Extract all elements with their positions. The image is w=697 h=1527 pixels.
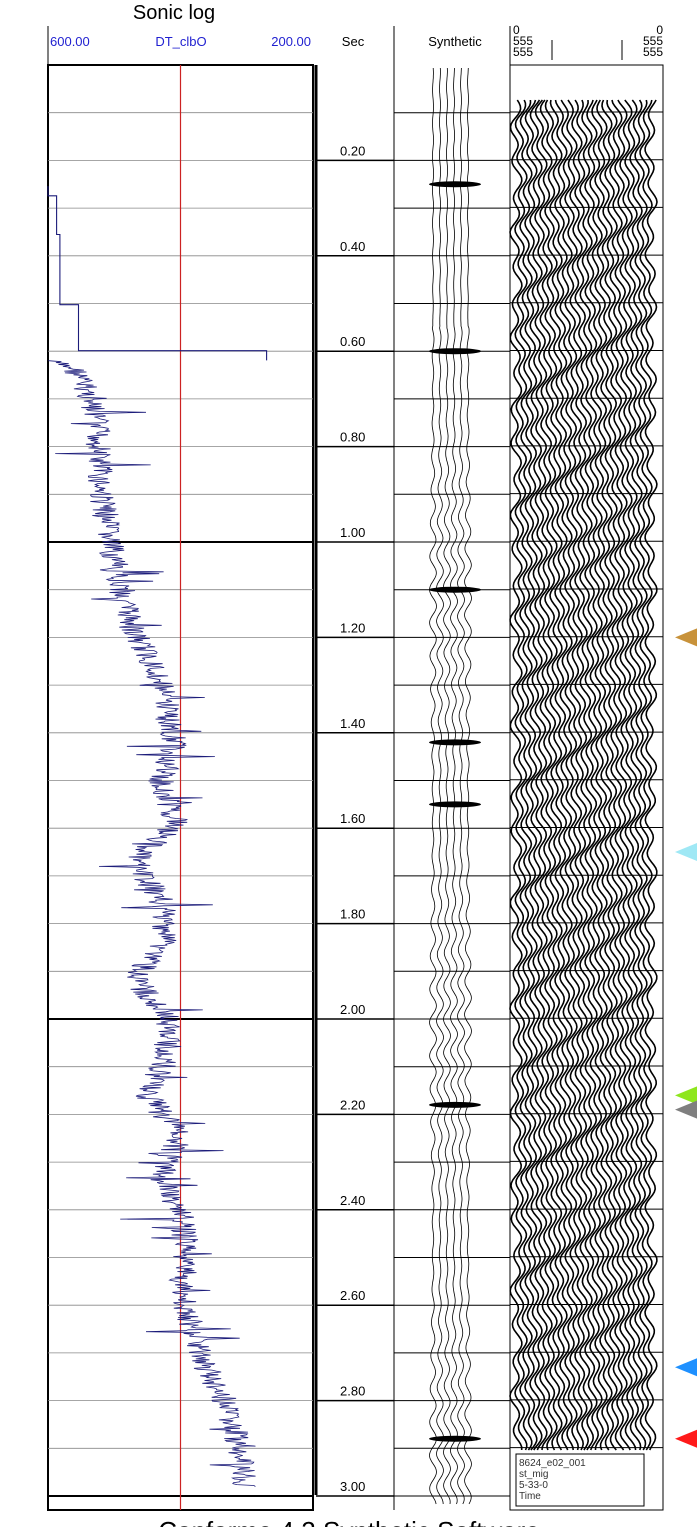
curve-name-label: DT_clbO [155,34,206,49]
time-tick-label: 1.80 [340,907,365,922]
sonic-curve-blocky [47,186,268,361]
seismic-trace [594,99,608,1451]
seismic-header-label: 555 [513,45,533,59]
seismic-trace [529,99,543,1451]
time-tick-label: 3.00 [340,1479,365,1494]
seismic-trace [519,99,533,1451]
seismic-trace [579,99,593,1451]
time-tick-label: 1.60 [340,811,365,826]
time-tick-label: 1.40 [340,716,365,731]
horizon-marker [675,628,697,647]
figure-caption: Conforme 4.2 Synthetic Software [158,1516,540,1527]
seismic-trace [584,99,598,1451]
seismic-trace [524,99,538,1451]
seismic-trace [559,99,573,1451]
synthetic-peak [429,739,481,746]
time-tick-label: 2.00 [340,1002,365,1017]
seismic-trace [549,99,563,1451]
seismic-traces [509,64,664,1511]
synthetic-header: Synthetic [428,34,482,49]
seismic-trace [589,99,603,1451]
synthetic-peak [429,801,481,808]
seismic-header-label: 555 [643,45,663,59]
seismic-trace [599,99,613,1451]
horizon-marker [675,1100,697,1119]
seismic-header-label: 0 [513,23,520,37]
seismic-trace [514,99,528,1451]
horizon-markers [675,628,697,1448]
seismic-label-line-1: 8624_e02_001 [519,1458,586,1469]
synthetic-trace [436,67,444,1505]
seismic-trace [639,99,653,1451]
time-tick-label: 2.60 [340,1288,365,1303]
seismic-header-label: 555 [513,34,533,48]
synthetic-peak [429,586,481,593]
time-tick-label: 0.40 [340,239,365,254]
seismic-trace [564,99,578,1451]
seismic-label-line-4: Time [519,1491,541,1502]
horizon-marker [675,1086,697,1105]
seismic-label-line-3: 5-33-0 [519,1480,548,1491]
synthetic-peak [429,348,481,355]
synthetic-trace [443,67,451,1505]
synthetic-peak [429,1101,481,1108]
seismic-trace [544,99,558,1451]
seismic-trace [534,99,548,1451]
chart-title: Sonic log [133,2,215,24]
curve-max-label: 200.00 [271,34,311,49]
seismic-trace [624,99,638,1451]
curve-min-label: 600.00 [50,34,90,49]
seismic-label-box [515,1453,645,1507]
seismic-header-label: 0 [656,23,663,37]
seismic-trace [509,99,523,1450]
seismic-trace [604,99,618,1451]
time-tick-label: 2.20 [340,1097,365,1112]
synthetic-peak [429,181,481,188]
synthetic-trace [429,67,437,1505]
seismic-trace [614,99,628,1451]
horizon-marker [675,843,697,862]
seismic-trace [539,99,553,1451]
seismic-trace [644,99,658,1451]
seismic-frame [509,64,664,1511]
time-axis: 0.20 0.40 0.60 0.80 1.00 1.20 1.40 1.60 1.80 2.00… [314,65,394,1497]
horizon-marker [675,1358,697,1377]
time-tick-label: 0.20 [340,143,365,158]
time-tick-label: 1.20 [340,620,365,635]
seismic-trace [574,99,588,1451]
synthetic-trace [457,67,465,1505]
seismic-trace [629,99,643,1451]
sonic-curve-detail [48,360,256,1487]
seismic-trace [634,99,648,1451]
time-tick-label: 2.40 [340,1193,365,1208]
time-tick-label: 1.00 [340,525,365,540]
synthetic-trace [450,68,458,1505]
synthetic-peak [429,1435,481,1442]
time-tick-label: 2.80 [340,1384,365,1399]
seismic-header-label: 555 [643,34,663,48]
seismic-trace [569,99,583,1451]
seismic-label-line-2: st_mig [519,1469,548,1480]
seismic-trace [554,99,568,1451]
seismic-trace [619,99,633,1451]
seismic-trace [609,99,623,1451]
time-tick-label: 0.60 [340,334,365,349]
synthetic-traces [429,67,481,1505]
horizon-marker [675,1429,697,1448]
time-tick-label: 0.80 [340,430,365,445]
sonic-curve-layer [47,186,268,1487]
time-header: Sec [342,34,365,49]
synthetic-trace [464,67,472,1505]
